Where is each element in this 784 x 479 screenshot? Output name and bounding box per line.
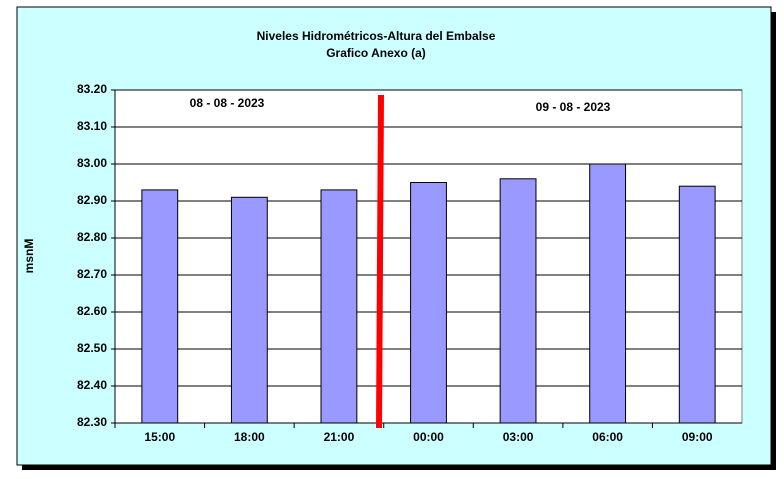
x-tick-label: 06:00 [592,430,623,444]
chart-title: Niveles Hidrométricos-Altura del Embalse [257,29,496,43]
x-tick-label: 15:00 [144,430,175,444]
y-tick-label: 83.20 [77,82,107,96]
y-tick-label: 83.00 [77,156,107,170]
annotation: 08 - 08 - 2023 [190,96,265,110]
bar [499,178,537,424]
y-tick-label: 82.90 [77,193,107,207]
x-tick-label: 00:00 [413,430,444,444]
x-tick-label: 09:00 [682,430,713,444]
y-tick-label: 82.40 [77,378,107,392]
bar [678,185,716,424]
annotation: 09 - 08 - 2023 [536,100,611,114]
y-tick-label: 82.60 [77,304,107,318]
chart-subtitle: Grafico Anexo (a) [326,46,426,60]
bar [410,182,447,424]
y-tick-label: 82.80 [77,230,107,244]
y-tick-label: 82.70 [77,267,107,281]
x-tick-label: 21:00 [324,430,355,444]
bar [141,189,179,424]
y-tick-label: 82.50 [77,341,107,355]
y-tick-label: 82.30 [77,415,107,429]
day-separator [376,94,384,429]
x-tick-label: 18:00 [234,430,265,444]
y-axis-label: msnM [22,239,36,274]
y-tick-label: 83.10 [77,119,107,133]
bar [230,196,268,424]
bar [320,189,358,424]
x-tick-label: 03:00 [503,430,534,444]
bar [589,163,627,424]
